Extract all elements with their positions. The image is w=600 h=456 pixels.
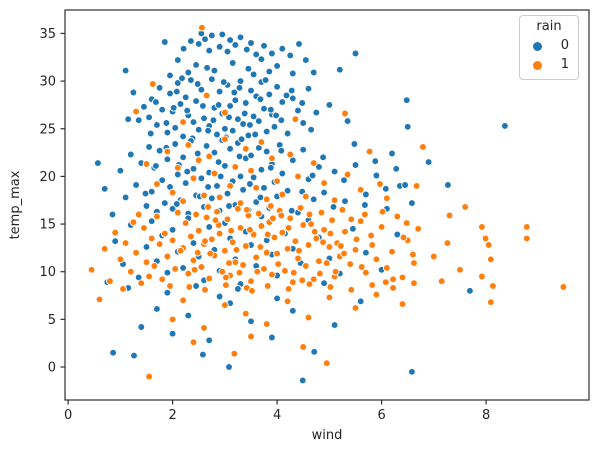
y-tick-label: 25 (39, 122, 56, 137)
y-tick-label: 20 (39, 170, 56, 185)
data-points (87, 23, 568, 385)
y-tick-label: 5 (48, 313, 56, 328)
legend-marker-orange-icon (533, 60, 542, 70)
legend-marker-blue-icon (533, 41, 542, 51)
legend-item-label: 1 (560, 56, 569, 72)
y-tick-label: 35 (39, 27, 56, 42)
legend-item-rain-0: 0 (520, 37, 578, 56)
x-axis-label: wind (312, 428, 343, 443)
legend-item-label: 0 (560, 37, 569, 53)
y-axis-label: temp_max (8, 170, 23, 239)
y-tick-label: 30 (39, 75, 56, 90)
x-tick-label: 8 (482, 408, 490, 423)
x-tick-label: 0 (64, 408, 72, 423)
legend-title: rain (536, 19, 562, 34)
y-tick-label: 0 (48, 361, 56, 376)
y-tick-label: 10 (39, 265, 56, 280)
legend-item-rain-1: 1 (520, 56, 578, 75)
plot-border (64, 9, 590, 401)
x-tick-label: 2 (168, 408, 176, 423)
legend: rain 0 1 (519, 15, 579, 80)
axis-ticks (60, 32, 487, 405)
x-axis-tick-labels: 0 2 4 6 8 (64, 408, 490, 423)
x-tick-label: 6 (377, 408, 385, 423)
y-tick-label: 15 (39, 218, 56, 233)
y-axis-tick-labels: 0 5 10 15 20 25 30 35 (39, 27, 56, 376)
x-tick-label: 4 (273, 408, 281, 423)
